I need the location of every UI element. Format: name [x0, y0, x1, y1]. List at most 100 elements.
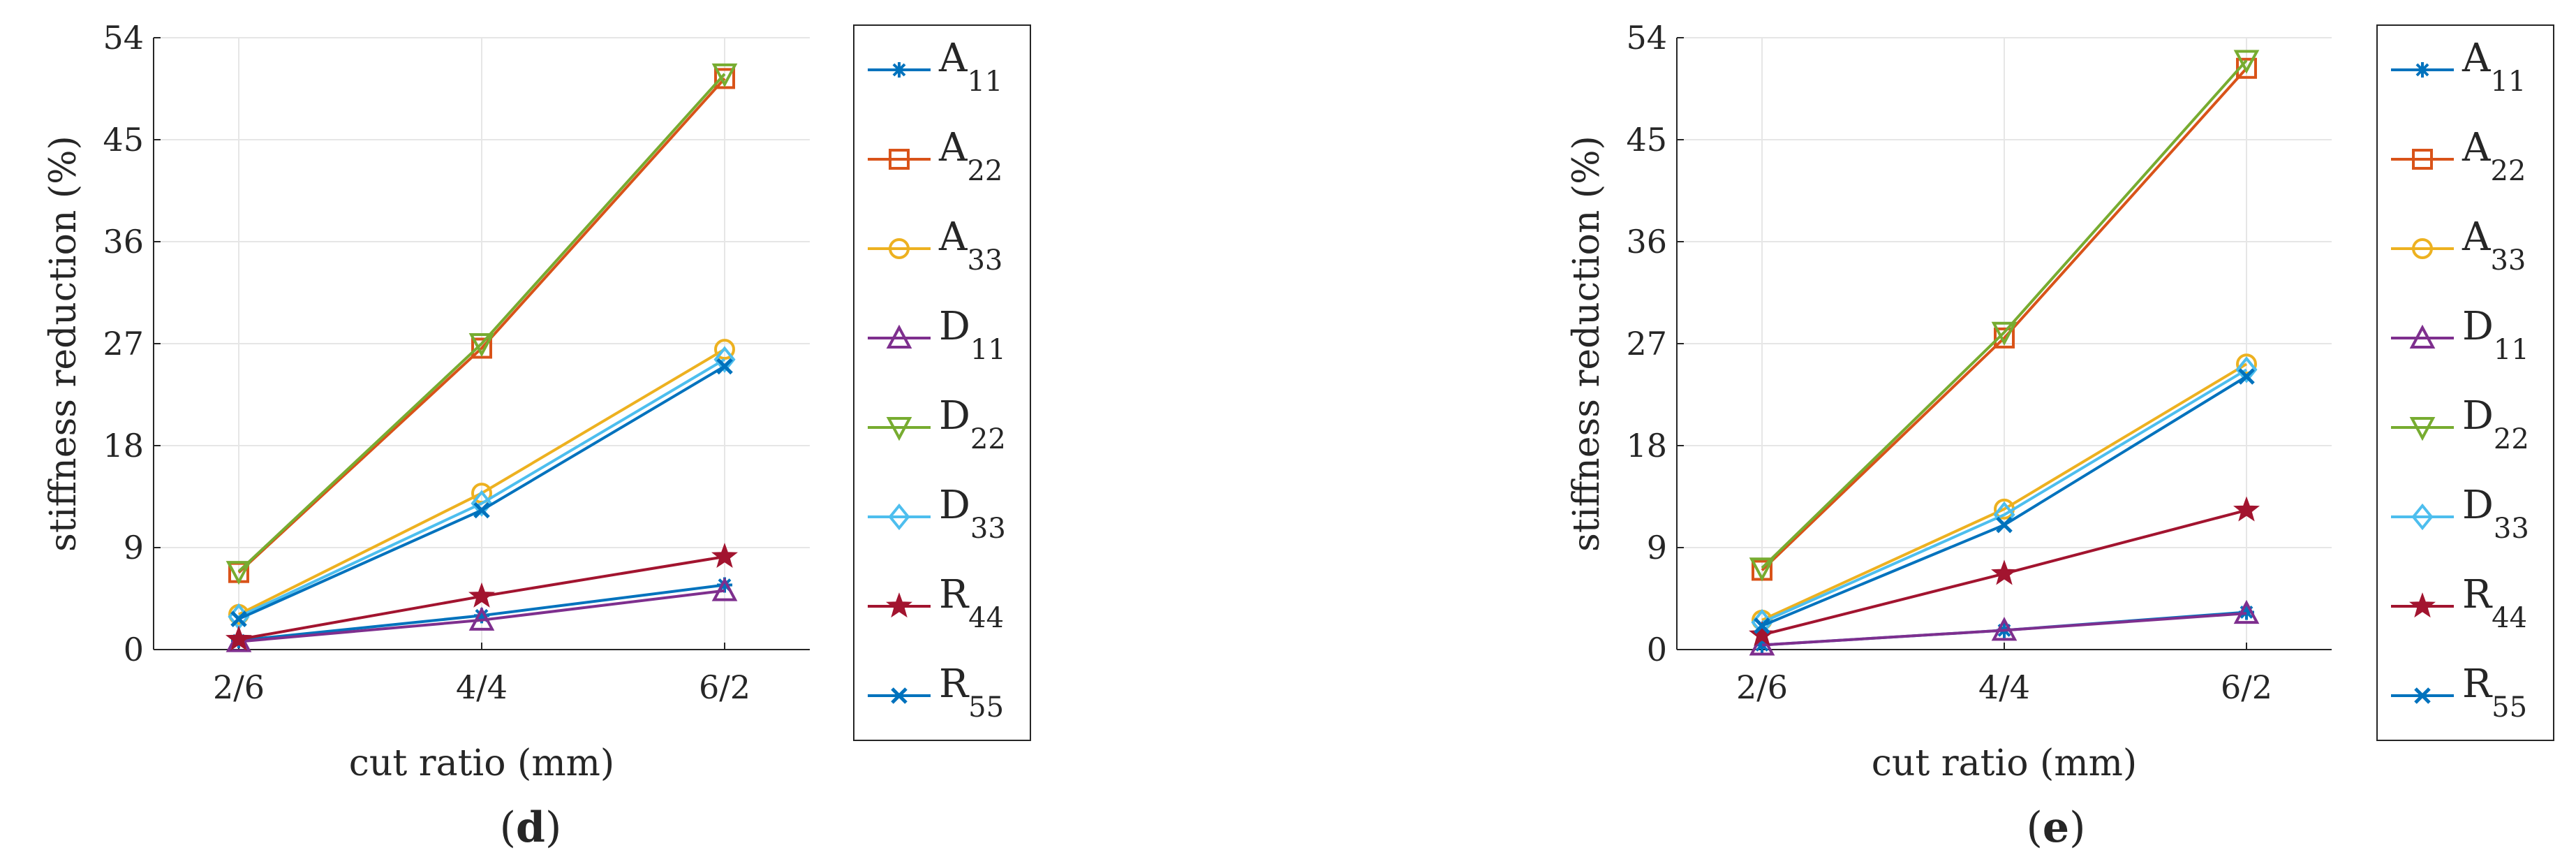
- data-point: [1991, 321, 2018, 346]
- y-tick-label: 36: [1626, 223, 1667, 261]
- legend-label-subscript: 33: [2490, 244, 2526, 277]
- y-tick-label: 54: [103, 19, 144, 57]
- series-line: [1761, 67, 2248, 571]
- data-point: [468, 333, 495, 358]
- chart-panel-d: 0 9 18 27 36 45 54 2/6 4/4 6/2 cut ratio (mm) stiff…: [43, 19, 1031, 852]
- series-r55: [1754, 368, 2255, 634]
- legend-marker: [889, 238, 910, 259]
- data-point: [1991, 559, 2018, 585]
- legend-label-subscript: 33: [967, 244, 1002, 277]
- y-tick-label: 0: [1647, 631, 1667, 668]
- x-axis-label: cut ratio (mm): [1872, 742, 2137, 784]
- data-point: [716, 358, 733, 375]
- y-tick-label: 45: [1626, 121, 1667, 159]
- data-point: [711, 63, 738, 88]
- legend-marker: [888, 503, 910, 531]
- data-point: [2236, 353, 2257, 375]
- data-point: [1994, 327, 2015, 349]
- data-point: [471, 490, 493, 517]
- legend-marker: [2412, 238, 2433, 259]
- legend-label-subscript: 55: [2492, 691, 2527, 724]
- data-point: [2233, 50, 2260, 74]
- legend-marker: [2409, 592, 2436, 618]
- y-tick-label: 18: [103, 427, 144, 464]
- data-point: [1996, 516, 2013, 534]
- y-tick-label: 27: [1626, 325, 1667, 363]
- y-axis-label: stiffness reduction (%): [43, 136, 84, 552]
- series-line: [1761, 363, 2248, 622]
- legend-box: [2376, 24, 2554, 741]
- legend-marker: [2415, 62, 2430, 78]
- data-point: [1991, 617, 2018, 641]
- series-line: [237, 78, 726, 574]
- y-axis-label: stiffness reduction (%): [1566, 136, 1608, 552]
- legend-label-subscript: 11: [967, 66, 1002, 98]
- data-point: [2235, 356, 2258, 383]
- y-tick-label: 27: [103, 325, 144, 363]
- y-tick-label: 9: [124, 529, 144, 566]
- y-tick-label: 9: [1647, 529, 1667, 566]
- y-tick-label: 0: [124, 631, 144, 668]
- data-point: [714, 339, 735, 360]
- legend-label-subscript: 22: [2494, 423, 2529, 455]
- data-point: [473, 501, 490, 519]
- legend-marker: [2409, 417, 2436, 441]
- legend-label-subscript: 33: [2494, 513, 2529, 545]
- legend-marker: [2414, 687, 2431, 704]
- series-d11: [1749, 599, 2260, 656]
- series-r44: [225, 543, 738, 651]
- series-line: [1761, 612, 2247, 647]
- legend-marker: [2412, 149, 2433, 170]
- series-line: [237, 73, 726, 573]
- series-r55: [230, 358, 733, 627]
- x-axis-label: cut ratio (mm): [349, 742, 614, 784]
- y-tick-label: 18: [1626, 427, 1667, 464]
- legend-marker: [891, 687, 908, 704]
- chart-panel-e: 0 9 18 27 36 45 54 2/6 4/4 6/2 cut ratio (mm) stiff…: [1566, 19, 2554, 852]
- data-point: [711, 577, 738, 601]
- data-point: [1749, 620, 1775, 647]
- legend-marker: [2409, 324, 2436, 349]
- y-tick-label: 45: [103, 121, 144, 159]
- series-r44: [1749, 496, 2260, 647]
- legend-label-subscript: 11: [2490, 66, 2526, 98]
- panel-label: (e): [2026, 803, 2085, 852]
- series-line: [1761, 59, 2248, 569]
- data-point: [474, 608, 489, 624]
- legend-label-subscript: 44: [2492, 602, 2527, 634]
- panel-label: (d): [500, 803, 562, 852]
- y-tick-label: 54: [1626, 19, 1667, 57]
- data-point: [2233, 496, 2260, 522]
- legend-label-subscript: 11: [2494, 334, 2529, 366]
- data-point: [1754, 637, 1770, 653]
- legend-label-subscript: 11: [970, 334, 1006, 366]
- series-line: [1761, 368, 2248, 624]
- data-point: [225, 625, 252, 651]
- y-tick-label: 36: [103, 223, 144, 261]
- legend-box: [853, 24, 1031, 741]
- data-point: [468, 582, 495, 608]
- data-point: [1754, 617, 1770, 634]
- data-point: [2236, 57, 2257, 79]
- data-point: [711, 543, 738, 569]
- legend-label-subscript: 44: [968, 602, 1004, 634]
- data-point: [1749, 631, 1775, 656]
- data-point: [2239, 604, 2254, 620]
- legend-label-subscript: 22: [967, 155, 1002, 187]
- x-tick-label: 2/6: [1736, 668, 1788, 706]
- legend-label-subscript: 55: [968, 691, 1004, 724]
- legend-label-subscript: 22: [2490, 155, 2526, 187]
- x-tick-label: 6/2: [699, 668, 750, 706]
- series-line: [238, 358, 726, 618]
- legend-marker: [889, 149, 910, 170]
- data-point: [2238, 368, 2255, 385]
- legend-marker: [886, 592, 912, 618]
- series-d22: [1749, 50, 2260, 582]
- legend-marker: [891, 62, 907, 78]
- data-point: [225, 561, 252, 585]
- legend-label-subscript: 22: [970, 423, 1006, 455]
- data-point: [714, 68, 735, 89]
